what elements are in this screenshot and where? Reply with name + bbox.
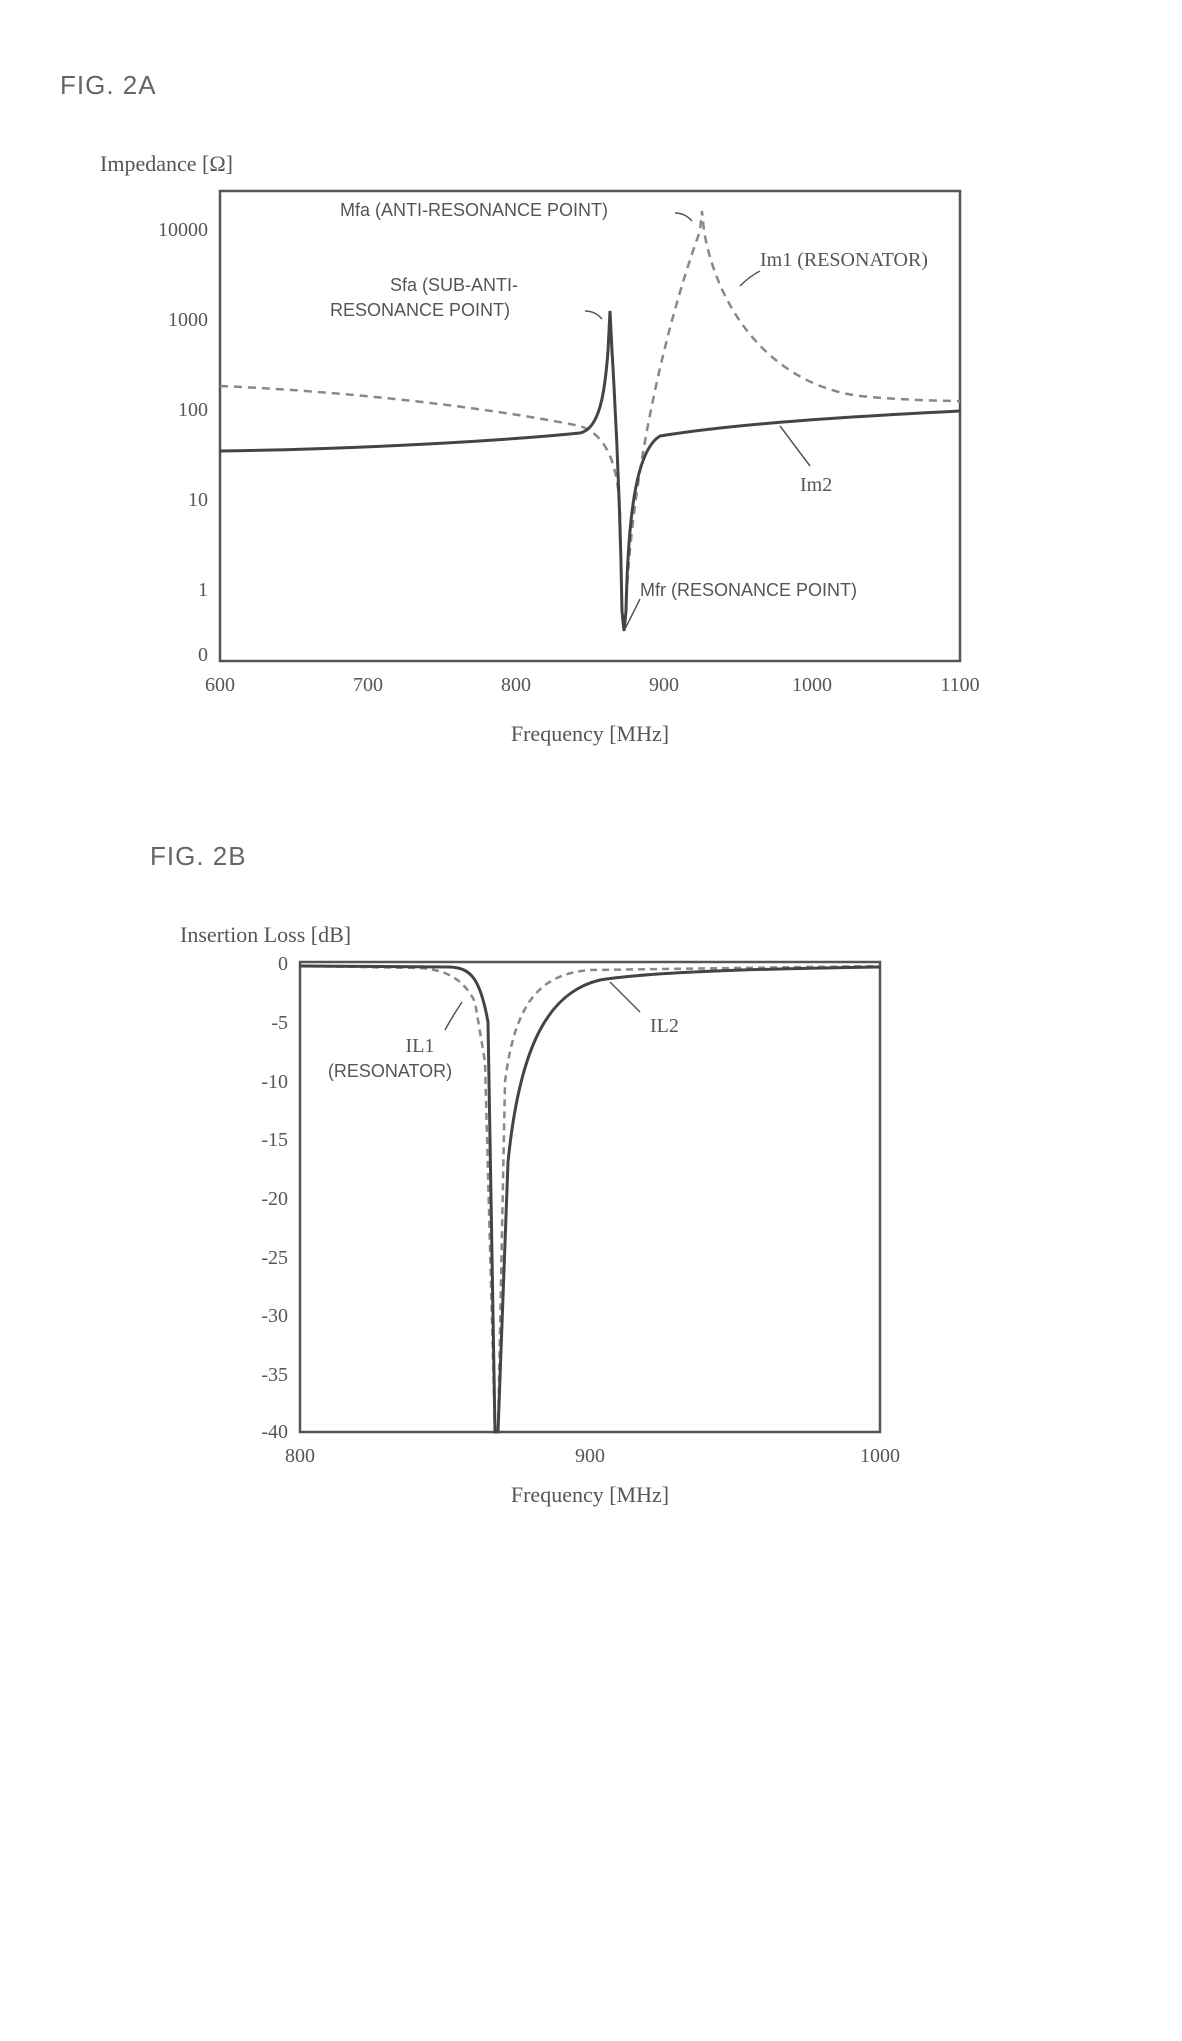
il1-leader: [445, 1002, 462, 1030]
annotation-sfa2: RESONANCE POINT): [330, 300, 510, 320]
fig-b-xlabel: Frequency [MHz]: [511, 1482, 669, 1507]
bxtick-1000: 1000: [860, 1445, 900, 1467]
xtick-1100: 1100: [940, 674, 979, 696]
bytick-0: 0: [278, 953, 288, 975]
annotation-il2: IL2: [650, 1015, 679, 1037]
bytick-30: -30: [261, 1305, 288, 1327]
xtick-800: 800: [501, 674, 531, 696]
xtick-700: 700: [353, 674, 383, 696]
annotation-im2: Im2: [800, 474, 832, 496]
series-im1: [220, 211, 960, 631]
bytick-10: -10: [261, 1071, 288, 1093]
im1-leader: [740, 271, 760, 286]
bxtick-900: 900: [575, 1445, 605, 1467]
fig-b-ylabel: Insertion Loss [dB]: [180, 922, 351, 947]
ytick-0: 0: [198, 644, 208, 666]
annotation-mfa: Mfa (ANTI-RESONANCE POINT): [340, 200, 608, 220]
series-il1: [300, 966, 880, 1432]
bytick-15: -15: [261, 1129, 288, 1151]
annotation-il1-1: IL1: [406, 1035, 435, 1057]
im2-leader: [780, 426, 810, 466]
xtick-900: 900: [649, 674, 679, 696]
figure-a-container: Impedance [Ω] 0 1 10 100 1000 10000 600 …: [100, 141, 1122, 781]
figure-b-container: Insertion Loss [dB] 0 -5 -10 -15 -20 -25…: [180, 912, 1122, 1532]
bytick-40: -40: [261, 1421, 288, 1443]
bytick-5: -5: [271, 1012, 288, 1034]
xtick-1000: 1000: [792, 674, 832, 696]
ytick-100: 100: [178, 399, 208, 421]
figure-a-chart: Impedance [Ω] 0 1 10 100 1000 10000 600 …: [100, 141, 1000, 781]
bxtick-800: 800: [285, 1445, 315, 1467]
sfa-leader: [585, 311, 602, 319]
figure-b-chart: Insertion Loss [dB] 0 -5 -10 -15 -20 -25…: [180, 912, 960, 1532]
figure-b-label: FIG. 2B: [150, 841, 1122, 872]
fig-a-ylabel: Impedance [Ω]: [100, 151, 233, 176]
fig-b-plot-border: [300, 962, 880, 1432]
ytick-1: 1: [198, 579, 208, 601]
xtick-600: 600: [205, 674, 235, 696]
ytick-10: 10: [188, 489, 208, 511]
il2-leader: [610, 982, 640, 1012]
mfa-leader: [675, 213, 692, 221]
fig-a-xlabel: Frequency [MHz]: [511, 721, 669, 746]
annotation-im1: Im1 (RESONATOR): [760, 249, 928, 271]
bytick-20: -20: [261, 1188, 288, 1210]
figure-a-label: FIG. 2A: [60, 70, 1122, 101]
bytick-35: -35: [261, 1364, 288, 1386]
ytick-10000: 10000: [158, 219, 208, 241]
annotation-il1-2: (RESONATOR): [328, 1061, 452, 1081]
annotation-sfa1: Sfa (SUB-ANTI-: [390, 275, 518, 295]
bytick-25: -25: [261, 1247, 288, 1269]
ytick-1000: 1000: [168, 309, 208, 331]
annotation-mfr: Mfr (RESONANCE POINT): [640, 580, 857, 600]
series-il2: [300, 966, 880, 1432]
